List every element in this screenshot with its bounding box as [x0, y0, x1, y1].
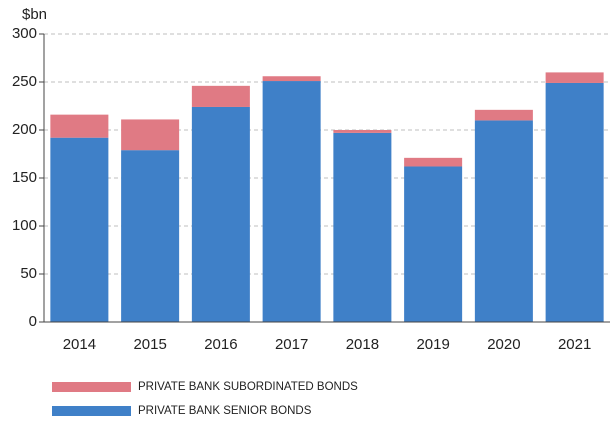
x-tick-label: 2020 [487, 336, 520, 353]
bar-segment [404, 157, 463, 167]
legend-label: PRIVATE BANK SUBORDINATED BONDS [138, 381, 358, 393]
bar-segment [474, 109, 533, 121]
legend-swatch [52, 406, 131, 416]
bar-segment [121, 119, 180, 151]
y-tick-label: 250 [12, 73, 37, 90]
x-tick-label: 2016 [204, 336, 237, 353]
x-tick-label: 2015 [133, 336, 166, 353]
y-tick-label: 200 [12, 121, 37, 138]
x-tick-label: 2017 [275, 336, 308, 353]
bar-segment [545, 72, 604, 83]
y-tick-label: 300 [12, 25, 37, 42]
y-tick-label: 100 [12, 217, 37, 234]
y-tick-label: 150 [12, 169, 37, 186]
x-tick-label: 2021 [558, 336, 591, 353]
bar-segment [262, 76, 321, 82]
x-tick-label: 2019 [416, 336, 449, 353]
y-tick-label: 0 [29, 313, 37, 330]
bar-segment [262, 81, 321, 322]
x-tick-label: 2018 [346, 336, 379, 353]
bar-segment [545, 82, 604, 323]
bar-segment [191, 85, 250, 107]
bar-segment [121, 150, 180, 322]
bar-segment [50, 137, 109, 322]
legend-swatch [52, 382, 131, 392]
y-tick-label: 50 [20, 265, 37, 282]
legend-label: PRIVATE BANK SENIOR BONDS [138, 405, 312, 417]
bar-segment [474, 120, 533, 323]
x-tick-label: 2014 [63, 336, 96, 353]
bar-segment [333, 132, 392, 322]
bar-segment [333, 130, 392, 133]
bar-segment [50, 114, 109, 138]
bar-segment [191, 106, 250, 323]
bar-segment [404, 166, 463, 322]
y-axis-label: $bn [22, 6, 47, 23]
